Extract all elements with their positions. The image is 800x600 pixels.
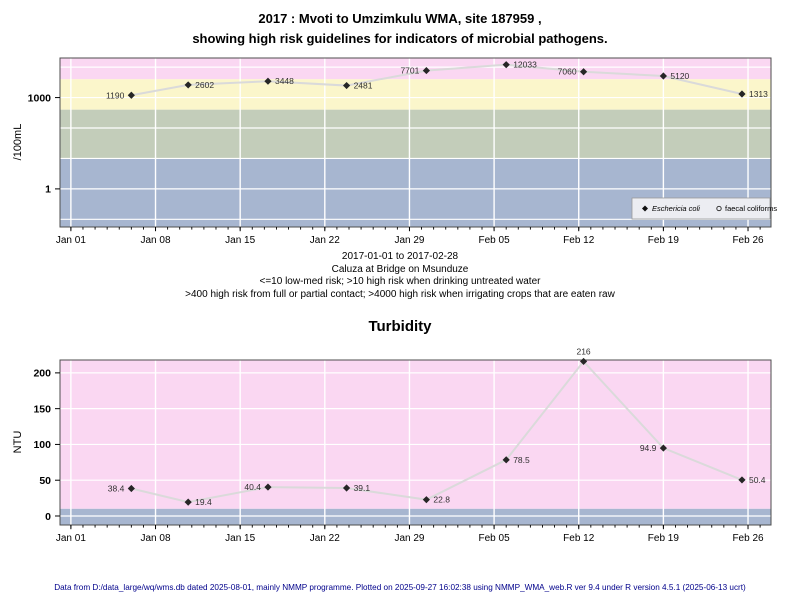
legend-label-ecoli: Eschericia coli — [652, 204, 700, 213]
point-label: 7060 — [558, 67, 577, 77]
y-tick-label: 150 — [33, 403, 51, 415]
y-tick-label: 200 — [33, 368, 51, 380]
diamond-marker — [738, 476, 746, 484]
point-label: 19.4 — [195, 497, 212, 507]
x-tick-label: Jan 15 — [225, 533, 255, 544]
point-label: 3448 — [275, 76, 294, 86]
main-title-line2: showing high risk guidelines for indicat… — [192, 31, 608, 46]
x-tick-label: Feb 26 — [732, 533, 764, 544]
diamond-marker — [422, 496, 430, 504]
point-label: 216 — [576, 346, 590, 356]
diamond-marker — [184, 81, 192, 89]
x-tick-label: Feb 19 — [648, 533, 680, 544]
caption-date-range: 2017-01-01 to 2017-02-28 — [341, 251, 459, 262]
caption-guideline-contact: >400 high risk from full or partial cont… — [185, 288, 615, 300]
diamond-marker — [502, 456, 510, 464]
diamond-marker — [659, 444, 667, 452]
diamond-marker — [579, 68, 588, 76]
x-tick-label: Jan 01 — [56, 533, 86, 544]
point-label: 94.9 — [640, 443, 657, 453]
diamond-marker — [659, 72, 667, 80]
risk-band — [60, 508, 771, 525]
point-label: 1190 — [106, 90, 125, 100]
x-tick-label: Jan 29 — [394, 533, 424, 544]
point-label: 12033 — [513, 60, 537, 70]
y-tick-label: 0 — [45, 511, 51, 523]
diamond-marker — [127, 484, 135, 493]
y-tick-label: 1 — [45, 184, 51, 196]
x-tick-label: Jan 08 — [141, 533, 171, 544]
risk-band — [60, 79, 771, 110]
chart-area-1: 38.4 19.4 40.4 39.1 22.8 78.5 216 94.9 50.4 Jan 0… — [33, 346, 772, 544]
point-label: 2481 — [354, 81, 373, 91]
point-label: 78.5 — [513, 455, 530, 465]
diamond-marker — [127, 91, 135, 99]
y-tick-label: 100 — [33, 439, 51, 451]
legend: Eschericia coli faecal coliforms — [631, 197, 777, 220]
point-label: 7701 — [400, 66, 419, 76]
caption-block: 2017-01-01 to 2017-02-28 Caluza at Bridg… — [0, 251, 800, 301]
diamond-marker — [264, 77, 272, 85]
point-label: 2602 — [195, 80, 214, 90]
diamond-marker — [264, 483, 272, 491]
x-tick-label: Jan 15 — [225, 235, 255, 246]
x-tick-label: Feb 12 — [563, 533, 595, 544]
diamond-marker — [184, 498, 192, 506]
diamond-marker — [738, 90, 746, 98]
legend-filled-diamond-icon — [642, 205, 648, 212]
main-title-line1: 2017 : Mvoti to Umzimkulu WMA, site 1879… — [258, 11, 542, 26]
turbidity-title: Turbidity — [368, 318, 432, 335]
main-title: 2017 : Mvoti to Umzimkulu WMA, site 1879… — [0, 9, 800, 49]
risk-band — [60, 360, 771, 509]
x-tick-label: Jan 08 — [141, 235, 171, 246]
page-footer: Data from D:/data_large/wq/wms.db dated … — [54, 583, 746, 592]
x-tick-label: Feb 12 — [563, 235, 595, 246]
caption-site-name: Caluza at Bridge on Msunduze — [331, 263, 469, 275]
x-tick-label: Feb 05 — [479, 533, 511, 544]
risk-band — [60, 109, 771, 159]
point-label: 39.1 — [354, 483, 371, 493]
x-tick-label: Jan 22 — [310, 533, 340, 544]
x-tick-label: Jan 29 — [394, 235, 424, 246]
x-tick-label: Feb 19 — [648, 235, 680, 246]
diamond-marker — [422, 66, 430, 75]
point-label: 1313 — [749, 89, 768, 99]
point-label: 50.4 — [749, 475, 766, 485]
point-label: 40.4 — [244, 482, 261, 492]
legend-label-faecal: faecal coliforms — [725, 204, 777, 213]
risk-band — [60, 58, 771, 80]
legend-open-circle-icon — [716, 205, 722, 212]
y-tick-label: 50 — [39, 475, 51, 487]
diamond-marker — [342, 81, 351, 90]
point-label: 22.8 — [433, 495, 450, 505]
x-tick-label: Feb 26 — [732, 235, 764, 246]
x-tick-label: Jan 01 — [56, 235, 86, 246]
y-tick-label: 1000 — [28, 92, 52, 104]
y-axis-title-ntu: NTU — [12, 430, 24, 454]
legend-box — [631, 197, 771, 220]
caption-guideline-drinking: <=10 low-med risk; >10 high risk when dr… — [259, 276, 541, 288]
point-label: 5120 — [670, 71, 689, 81]
x-tick-label: Jan 22 — [310, 235, 340, 246]
point-label: 38.4 — [108, 484, 125, 494]
plot-border — [59, 359, 772, 526]
diamond-marker — [342, 484, 351, 492]
diamond-marker — [579, 357, 588, 366]
y-axis-title-per100ml: /100mL — [12, 123, 24, 161]
plot-border — [59, 57, 772, 228]
x-tick-label: Feb 05 — [479, 235, 511, 246]
chart-area-0: 1190 2602 3448 2481 7701 12033 7060 5120 1313 Jan… — [28, 57, 777, 246]
diamond-marker — [502, 61, 510, 69]
